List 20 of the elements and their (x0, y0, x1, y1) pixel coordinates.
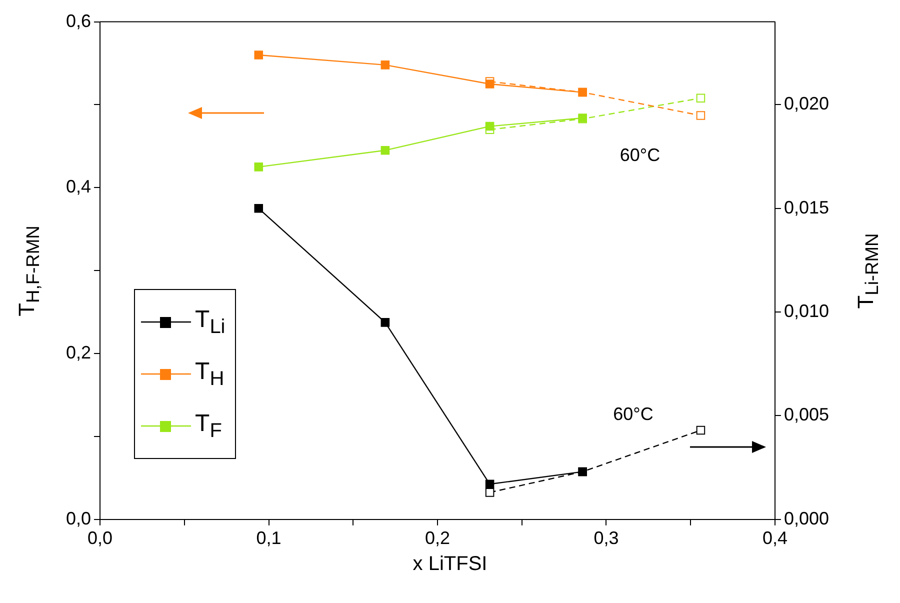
y2-tick-label: 0,010 (784, 301, 830, 322)
y2-tick-label: 0,020 (784, 94, 830, 114)
y2-tick-label: 0,015 (784, 197, 830, 218)
x-tick-label: 0,4 (762, 528, 788, 548)
x-tick-label: 0,2 (424, 528, 450, 548)
legend-label: T$_{Li}$ (195, 306, 226, 339)
x-tick-label: 0,1 (256, 528, 282, 548)
annotation: 60°C (613, 404, 654, 424)
x-tick-label: 0,3 (594, 528, 619, 548)
y-tick-label: 0,2 (66, 342, 92, 362)
x-tick-label: 0,0 (88, 528, 113, 548)
y2-tick-label: 0,000 (784, 508, 830, 528)
y-tick-label: 0,0 (66, 508, 92, 528)
legend-label: T$_{H}$ (195, 358, 224, 391)
legend-label: T$_{F}$ (195, 410, 222, 443)
y-tick-label: 0,4 (66, 176, 92, 197)
annotation: 60°C (620, 145, 660, 166)
x-axis-title: x LiTFSI (412, 553, 488, 576)
y2-tick-label: 0,005 (784, 404, 830, 425)
y-tick-label: 0,6 (66, 10, 92, 31)
